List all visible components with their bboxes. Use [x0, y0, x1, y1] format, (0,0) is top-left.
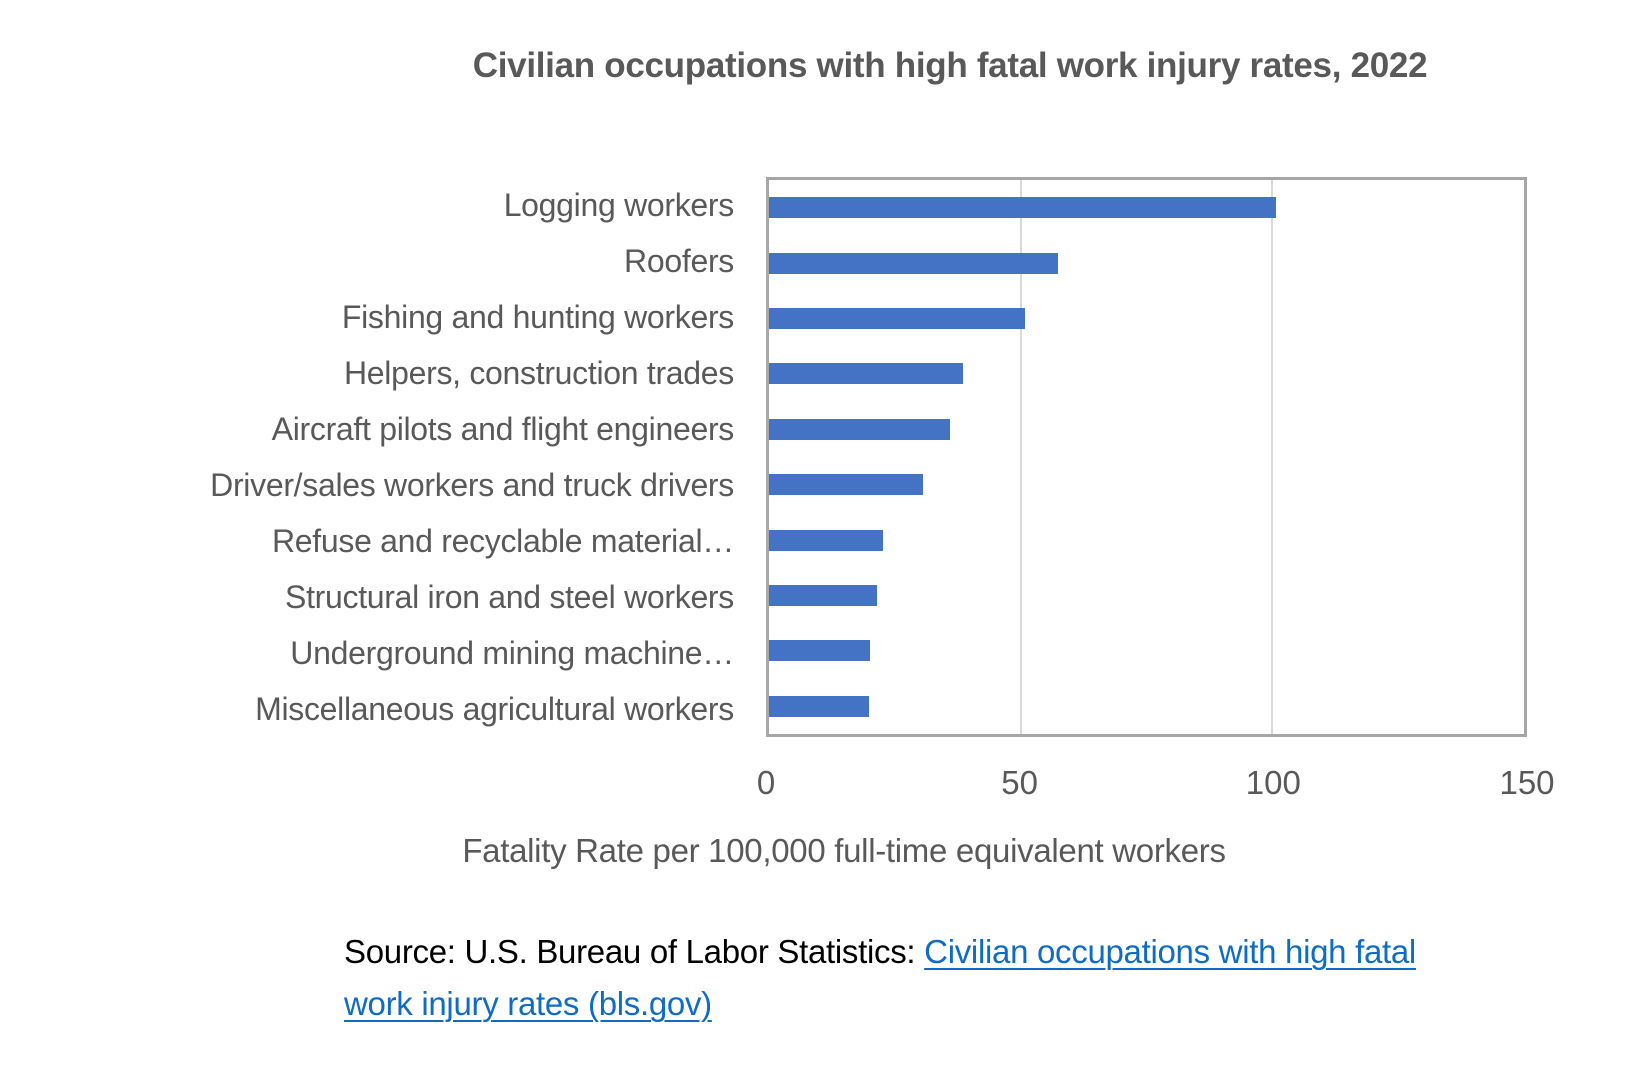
- bar-row: [769, 402, 1524, 457]
- category-label: Helpers, construction trades: [343, 354, 734, 391]
- bar-row: [769, 291, 1524, 346]
- bar-row: [769, 512, 1524, 567]
- bar-row: [769, 457, 1524, 512]
- source-link[interactable]: Civilian occupations with high fatal wor…: [344, 933, 1416, 1022]
- source-link-line2: work injury rates (bls.gov): [344, 985, 712, 1022]
- bar: [769, 474, 923, 496]
- category-label: Fishing and hunting workers: [341, 298, 734, 335]
- bar-row: [769, 346, 1524, 401]
- x-tick-label: 150: [1499, 764, 1555, 801]
- plot-area: [766, 177, 1527, 737]
- bar-row: [769, 679, 1524, 734]
- bar: [769, 308, 1026, 330]
- category-label: Refuse and recyclable material…: [271, 522, 734, 559]
- bar: [769, 197, 1276, 219]
- bar: [769, 695, 869, 717]
- category-label: Underground mining machine…: [290, 634, 734, 671]
- x-axis-title: Fatality Rate per 100,000 full-time equi…: [462, 832, 1226, 869]
- x-tick-label: 100: [1245, 764, 1301, 801]
- x-tick-label: 50: [1001, 764, 1039, 801]
- bar: [769, 640, 870, 662]
- category-label: Logging workers: [503, 186, 735, 223]
- bar: [769, 252, 1059, 274]
- bar-row: [769, 568, 1524, 623]
- gridline: [1019, 180, 1022, 734]
- bar-row: [769, 235, 1524, 290]
- gridline: [1271, 180, 1274, 734]
- x-tick-label: 0: [756, 764, 776, 801]
- category-label: Roofers: [624, 242, 734, 279]
- bar: [769, 363, 963, 385]
- category-label: Driver/sales workers and truck drivers: [210, 466, 734, 503]
- bar: [769, 418, 951, 440]
- x-axis-ticks: 0 50 100 150: [757, 764, 1555, 808]
- bar-row: [769, 623, 1524, 678]
- bars-layer: [769, 180, 1524, 734]
- bar: [769, 585, 878, 607]
- bar-row: [769, 180, 1524, 235]
- category-labels: Logging workers Roofers Fishing and huntin…: [0, 177, 734, 737]
- source-link-line1: Civilian occupations with high fatal: [924, 933, 1416, 970]
- source-note: Source: U.S. Bureau of Labor Statistics:…: [344, 926, 1624, 1030]
- chart-title: Civilian occupations with high fatal wor…: [472, 46, 1428, 85]
- category-label: Aircraft pilots and flight engineers: [271, 410, 735, 447]
- category-label: Structural iron and steel workers: [285, 578, 734, 615]
- category-label: Miscellaneous agricultural workers: [255, 690, 734, 727]
- bar: [769, 529, 884, 551]
- source-prefix-text: Source: U.S. Bureau of Labor Statistics:: [344, 933, 925, 970]
